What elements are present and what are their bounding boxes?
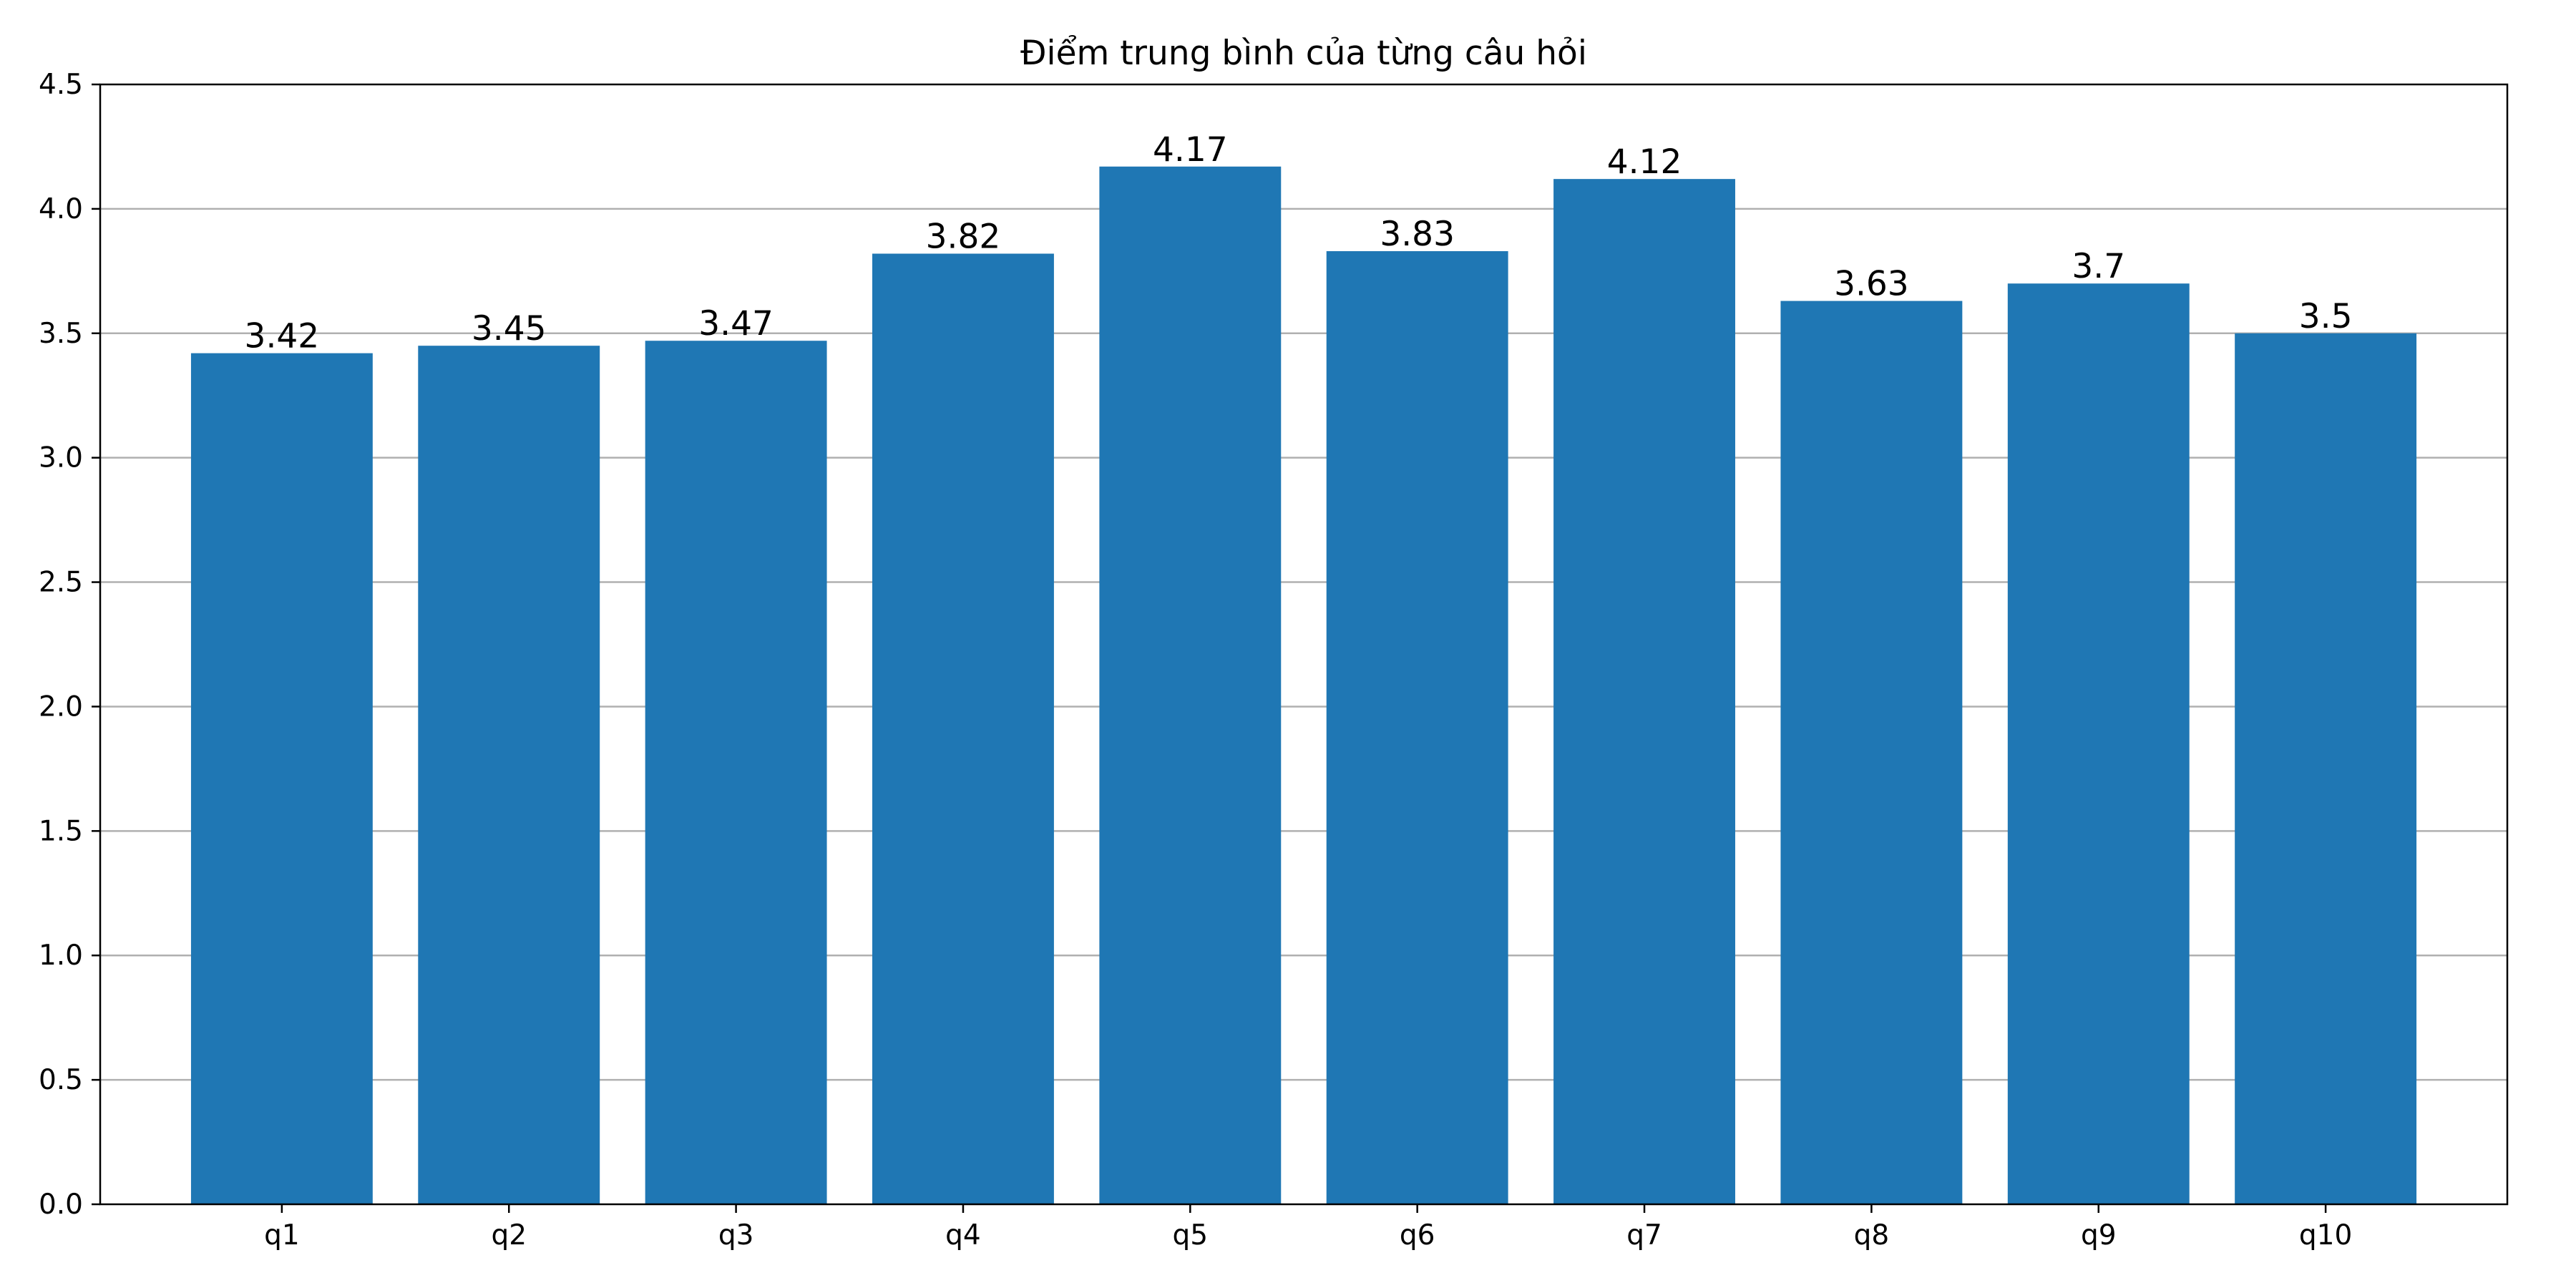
bar-q4 [872,253,1054,1204]
bar-q5 [1099,166,1282,1205]
y-tick-label: 2.5 [39,567,83,599]
x-axis: q1 q2 q3 q4 q5 q6 q7 q8 q9 q10 [264,1204,2352,1252]
y-tick-label: 1.5 [39,815,83,847]
bar-q10 [2235,333,2417,1204]
data-label-q2: 3.45 [472,309,547,348]
y-tick-label: 0.0 [39,1189,83,1221]
bar-q2 [418,346,600,1205]
y-tick-label: 0.5 [39,1064,83,1096]
bar-q6 [1326,251,1508,1204]
x-tick-label-q5: q5 [1173,1219,1209,1252]
y-tick-label: 2.0 [39,691,83,723]
x-tick-label-q1: q1 [264,1219,300,1252]
x-tick-label-q10: q10 [2299,1219,2352,1252]
data-label-q9: 3.7 [2072,247,2125,286]
bars [190,166,2417,1205]
bar-q8 [1780,301,1963,1205]
data-label-q5: 4.17 [1153,130,1228,170]
data-label-q8: 3.63 [1834,265,1909,304]
data-label-q6: 3.83 [1380,215,1455,254]
x-tick-label-q9: q9 [2081,1219,2117,1252]
y-axis: 0.0 0.5 1.0 1.5 2.0 2.5 3.0 3.5 4.0 4.5 [39,69,100,1221]
x-tick-label-q3: q3 [718,1219,754,1252]
x-tick-label-q8: q8 [1854,1219,1890,1252]
data-label-q3: 3.47 [698,304,774,343]
y-tick-label: 3.5 [39,318,83,350]
data-label-q4: 3.82 [926,217,1001,256]
data-label-q7: 4.12 [1607,142,1682,182]
bar-q7 [1553,179,1735,1205]
chart-title: Điểm trung bình của từng câu hỏi [1020,34,1587,73]
bar-q3 [645,341,827,1204]
plot-frame [99,83,2509,1206]
x-tick-label-q4: q4 [945,1219,981,1252]
x-tick-label-q7: q7 [1626,1219,1662,1252]
y-tick-label: 3.0 [39,442,83,474]
y-tick-label: 1.0 [39,940,83,972]
bar-q9 [2007,283,2190,1205]
x-tick-label-q6: q6 [1400,1219,1435,1252]
data-label-q10: 3.5 [2299,297,2353,336]
x-tick-label-q2: q2 [491,1219,527,1252]
bar-q1 [190,353,373,1205]
y-tick-label: 4.5 [39,69,83,101]
data-label-q1: 3.42 [245,317,320,356]
y-tick-label: 4.0 [39,193,83,225]
data-labels: 3.42 3.45 3.47 3.82 4.17 3.83 4.12 3.63 3.7 3.5 [245,130,2353,356]
